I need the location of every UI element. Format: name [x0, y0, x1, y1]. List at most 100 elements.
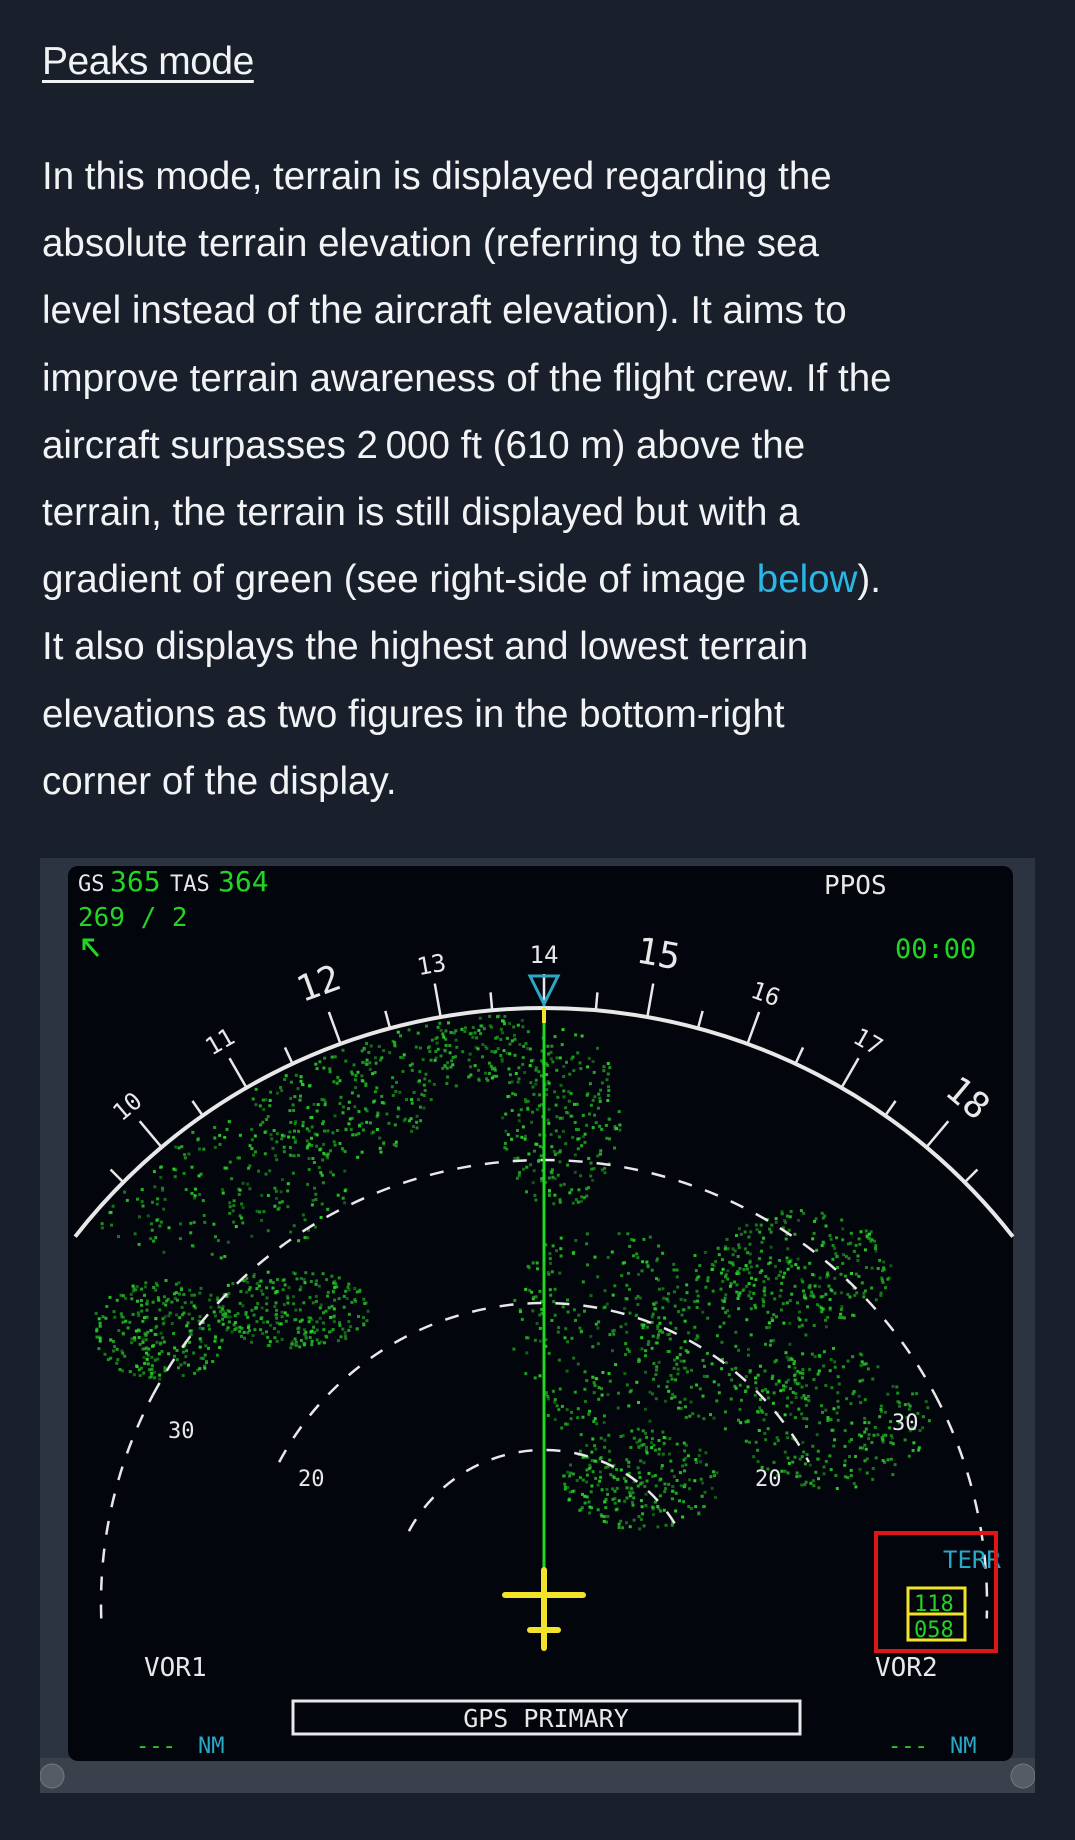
terrain-dot — [435, 1041, 439, 1045]
terrain-dot — [775, 1315, 778, 1319]
terrain-dot — [315, 1109, 319, 1113]
terrain-dot — [801, 1368, 805, 1372]
terrain-dot — [711, 1289, 715, 1293]
terrain-dot — [666, 1333, 670, 1337]
terrain-dot — [606, 1515, 610, 1518]
terrain-dot — [347, 1100, 351, 1104]
terrain-dot — [356, 1094, 360, 1098]
terrain-dot — [545, 1088, 549, 1092]
terrain-dot — [679, 1297, 683, 1301]
terrain-dot — [314, 1282, 318, 1286]
terrain-dot — [882, 1266, 886, 1270]
terrain-dot — [547, 1192, 551, 1196]
terrain-dot — [141, 1340, 145, 1344]
terrain-dot — [719, 1287, 723, 1291]
terrain-dot — [631, 1500, 634, 1504]
terrain-dot — [562, 1065, 566, 1068]
terrain-dot — [380, 1056, 384, 1060]
terr-highest-elevation: 118 — [914, 1592, 954, 1617]
terrain-dot — [791, 1390, 795, 1394]
terrain-dot — [818, 1276, 822, 1280]
distance-left-unit: NM — [198, 1734, 225, 1759]
terrain-dot — [199, 1356, 203, 1360]
terrain-dot — [667, 1350, 671, 1353]
terrain-dot — [399, 1055, 403, 1059]
terrain-dot — [841, 1316, 845, 1320]
terrain-dot — [554, 1129, 558, 1133]
terrain-dot — [388, 1051, 392, 1055]
terrain-dot — [443, 1064, 447, 1068]
terrain-dot — [641, 1260, 645, 1264]
compass-minor-tick — [283, 1046, 294, 1065]
terrain-dot — [143, 1332, 147, 1336]
terrain-dot — [158, 1377, 162, 1381]
terrain-dot — [492, 1074, 496, 1078]
terrain-dot — [772, 1338, 776, 1342]
terrain-dot — [524, 1372, 528, 1376]
terrain-dot — [783, 1219, 787, 1223]
terrain-dot — [896, 1400, 900, 1404]
terrain-dot — [588, 1409, 592, 1413]
bezel-knob-left[interactable] — [40, 1763, 65, 1789]
terrain-dot — [321, 1122, 325, 1126]
terrain-dot — [297, 1326, 301, 1330]
terrain-dot — [418, 1105, 422, 1109]
terrain-dot — [548, 1257, 552, 1261]
terrain-dot — [553, 1418, 557, 1422]
terrain-dot — [825, 1273, 829, 1277]
terrain-dot — [308, 1316, 312, 1320]
terrain-dot — [353, 1078, 357, 1082]
terrain-dot — [329, 1315, 333, 1319]
terrain-dot — [695, 1306, 699, 1309]
terrain-dot — [297, 1153, 300, 1157]
terrain-dot — [611, 1497, 615, 1501]
terrain-dot — [317, 1341, 321, 1345]
terrain-dot — [336, 1075, 340, 1079]
terrain-dot — [807, 1399, 811, 1403]
terrain-dot — [586, 1092, 590, 1095]
terrain-dot — [508, 1073, 512, 1077]
terrain-dot — [637, 1272, 640, 1276]
terrain-dot — [203, 1366, 207, 1370]
terrain-dot — [547, 1397, 550, 1401]
terrain-dot — [172, 1167, 176, 1171]
terrain-dot — [789, 1387, 792, 1391]
bezel-knob-right[interactable] — [1010, 1763, 1035, 1789]
terrain-dot — [342, 1294, 346, 1298]
terrain-dot — [433, 1058, 437, 1062]
terrain-dot — [780, 1281, 784, 1285]
terrain-dot — [241, 1221, 245, 1225]
terrain-dot — [760, 1465, 764, 1469]
terrain-dot — [815, 1433, 819, 1437]
terrain-dot — [382, 1101, 386, 1105]
terrain-dot — [540, 1103, 544, 1107]
terrain-dot — [95, 1329, 99, 1333]
terrain-dot — [617, 1232, 621, 1236]
terrain-dot — [613, 1125, 617, 1128]
terrain-dot — [785, 1355, 789, 1359]
terrain-dot — [556, 1330, 560, 1334]
terrain-dot — [730, 1367, 734, 1371]
terrain-dot — [221, 1304, 225, 1308]
terrain-dot — [811, 1293, 815, 1297]
terrain-dot — [248, 1164, 252, 1168]
terrain-dot — [280, 1089, 284, 1092]
terrain-dot — [233, 1314, 237, 1318]
terrain-dot — [146, 1353, 150, 1357]
terrain-dot — [804, 1318, 808, 1322]
terrain-dot — [690, 1507, 693, 1510]
terrain-dot — [159, 1331, 163, 1335]
terrain-dot — [513, 1053, 517, 1057]
terrain-dot — [683, 1469, 687, 1473]
below-link[interactable]: below — [756, 558, 858, 602]
terrain-dot — [795, 1475, 799, 1479]
terrain-dot — [251, 1334, 255, 1338]
terrain-dot — [667, 1482, 671, 1486]
wind-readout: 269 / 2 — [78, 903, 188, 933]
terrain-dot — [454, 1038, 458, 1042]
terrain-dot — [849, 1241, 853, 1245]
terrain-dot — [642, 1461, 646, 1465]
terrain-dot — [529, 1081, 533, 1085]
terrain-dot — [294, 1318, 298, 1322]
terrain-dot — [911, 1392, 915, 1396]
